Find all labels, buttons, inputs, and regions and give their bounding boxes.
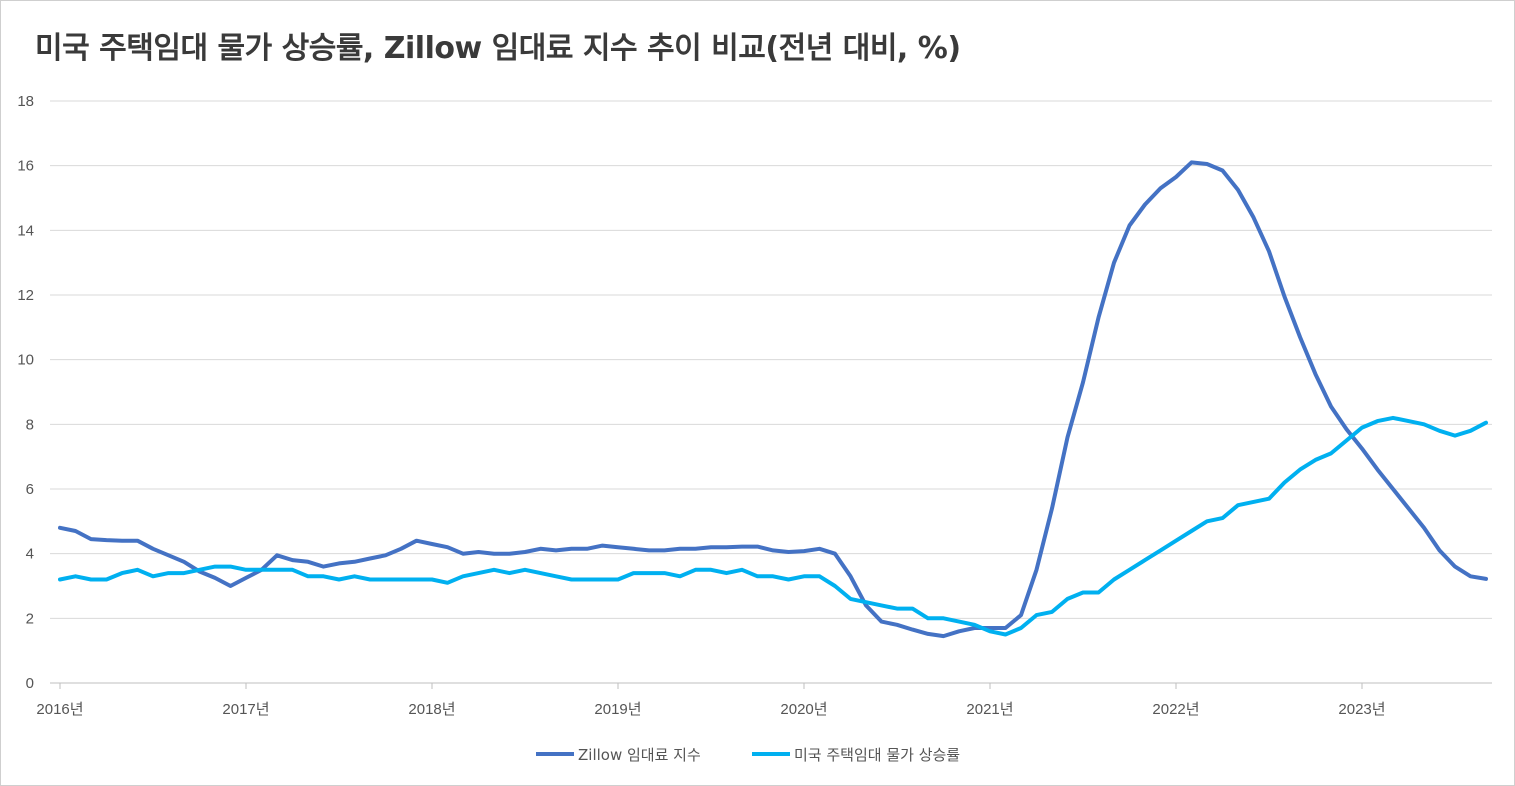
- legend-label-cpi: 미국 주택임대 물가 상승률: [794, 746, 960, 764]
- y-tick-label: 0: [26, 675, 34, 692]
- legend-label-zillow: Zillow 임대료 지수: [578, 746, 701, 764]
- grid-lines: [50, 100, 1492, 619]
- y-tick-label: 8: [26, 416, 34, 433]
- y-tick-label: 6: [26, 481, 34, 498]
- x-tick-label: 2016년: [36, 701, 83, 718]
- x-tick-label: 2022년: [1152, 701, 1199, 718]
- legend: Zillow 임대료 지수 미국 주택임대 물가 상승률: [536, 746, 960, 764]
- x-tick-label: 2023년: [1338, 701, 1385, 718]
- y-axis-ticks: 0 2 4 6 8 10 12 14 16 18: [17, 93, 34, 692]
- y-tick-label: 10: [17, 352, 34, 369]
- series-line-zillow: [58, 160, 1488, 639]
- y-tick-label: 14: [17, 222, 34, 239]
- x-tick-label: 2021년: [966, 701, 1013, 718]
- x-axis-ticks: 2016년 2017년 2018년 2019년 2020년 2021년 2022년 2023년: [36, 683, 1386, 718]
- y-tick-label: 18: [17, 93, 34, 110]
- y-tick-label: 2: [26, 610, 34, 627]
- series-line-cpi: [58, 415, 1488, 637]
- x-tick-label: 2018년: [408, 701, 455, 718]
- y-tick-label: 4: [26, 546, 34, 563]
- y-tick-label: 12: [17, 287, 34, 304]
- x-tick-label: 2017년: [222, 701, 269, 718]
- y-tick-label: 16: [17, 158, 34, 175]
- series-lines: [58, 160, 1488, 639]
- x-tick-label: 2019년: [594, 701, 641, 718]
- x-tick-label: 2020년: [780, 701, 827, 718]
- chart-title: 미국 주택임대 물가 상승률, Zillow 임대료 지수 추이 비교(전년 대…: [35, 31, 961, 66]
